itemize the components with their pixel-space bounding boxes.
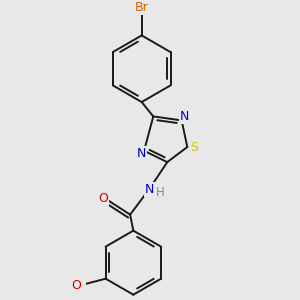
Text: O: O [71,279,81,292]
Text: N: N [137,147,146,160]
Text: Br: Br [135,2,148,14]
Text: N: N [179,110,189,123]
Text: O: O [98,192,108,205]
Text: N: N [145,182,154,196]
Text: S: S [190,140,198,154]
Text: H: H [156,186,165,199]
